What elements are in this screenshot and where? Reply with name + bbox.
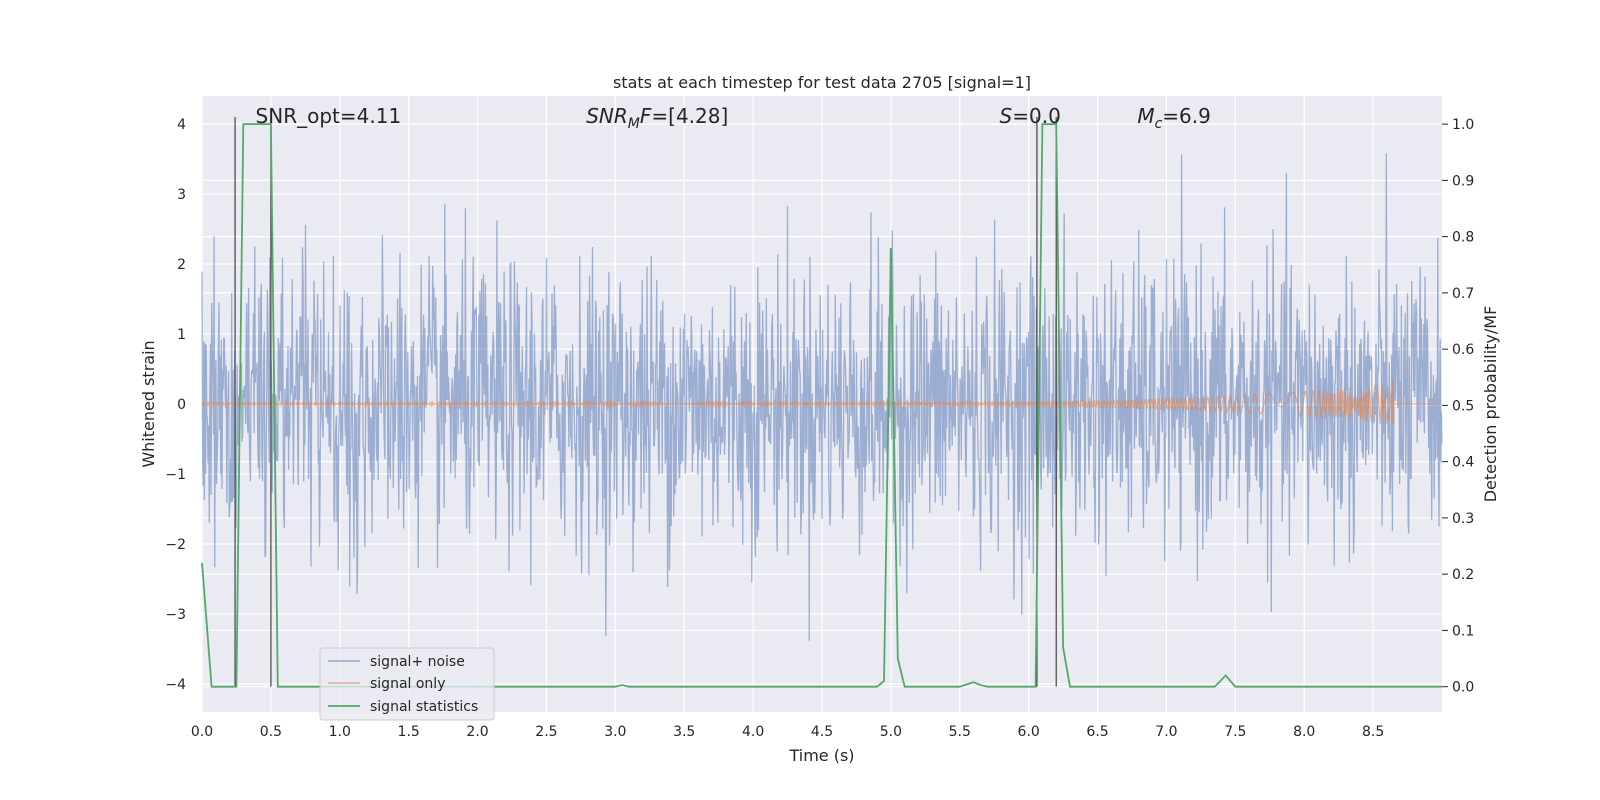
y-axis-label-right: Detection probability/MF xyxy=(1481,306,1500,503)
x-tick-label: 5.5 xyxy=(949,724,971,740)
series-signal-statistics xyxy=(201,123,1442,688)
x-tick-label: 3.5 xyxy=(673,724,695,740)
legend-box xyxy=(319,647,495,721)
chart-title: stats at each timestep for test data 270… xyxy=(613,73,1031,92)
x-tick-label: 3.0 xyxy=(604,724,626,740)
y-right-tick-label: 0.5 xyxy=(1452,398,1474,414)
x-tick-label: 2.0 xyxy=(466,724,488,740)
legend: signal+ noise signal only signal statist… xyxy=(319,647,495,721)
y-tick-label: −1 xyxy=(165,467,186,483)
x-axis-label: Time (s) xyxy=(788,746,854,765)
x-tick-label: 6.5 xyxy=(1086,724,1108,740)
annotations: SNR_opt=4.11 SNRMF=[4.28] S=0.0 Mc=6.9 xyxy=(256,104,1211,132)
x-tick-label: 1.5 xyxy=(398,724,420,740)
x-tick-label: 6.0 xyxy=(1018,724,1040,740)
x-tick-label: 5.0 xyxy=(880,724,902,740)
x-tick-label: 2.5 xyxy=(535,724,557,740)
y-right-tick-label: 0.6 xyxy=(1452,342,1474,358)
legend-label-signal-plus-noise: signal+ noise xyxy=(370,654,465,670)
y-tick-label: −4 xyxy=(165,677,186,693)
series-signal-only xyxy=(201,378,1442,425)
y-right-tick-label: 0.7 xyxy=(1452,286,1474,302)
y-right-tick-label: 1.0 xyxy=(1452,117,1474,133)
x-tick-label: 7.5 xyxy=(1224,724,1246,740)
x-tick-label: 8.5 xyxy=(1362,724,1384,740)
signal-plus-noise-line xyxy=(201,153,1443,641)
y-right-tick-label: 0.3 xyxy=(1452,511,1474,527)
annotation-3: Mc=6.9 xyxy=(1137,104,1211,132)
y-right-tick-label: 0.0 xyxy=(1452,680,1474,696)
x-tick-label: 4.5 xyxy=(811,724,833,740)
y-right-tick-label: 0.9 xyxy=(1452,173,1474,189)
annotation-2: S=0.0 xyxy=(1000,104,1061,128)
y-right-tick-label: 0.8 xyxy=(1452,230,1474,246)
y-tick-label: 0 xyxy=(177,397,186,413)
y-tick-label: 1 xyxy=(177,327,186,343)
x-tick-label: 1.0 xyxy=(329,724,351,740)
y-tick-label: −2 xyxy=(165,537,186,553)
legend-label-signal-statistics: signal statistics xyxy=(370,699,478,715)
x-tick-label: 8.0 xyxy=(1293,724,1315,740)
signal-statistics-line xyxy=(201,123,1442,688)
y-right-tick-label: 0.1 xyxy=(1452,623,1474,639)
y-right-tick-label: 0.4 xyxy=(1452,455,1474,471)
legend-label-signal-only: signal only xyxy=(370,676,445,692)
x-tick-label: 7.0 xyxy=(1155,724,1177,740)
x-tick-label: 0.5 xyxy=(260,724,282,740)
y-right-tick-label: 0.2 xyxy=(1452,567,1474,583)
y-tick-label: 4 xyxy=(177,117,186,133)
annotation-0: SNR_opt=4.11 xyxy=(256,104,402,128)
signal-only-line xyxy=(201,378,1442,425)
annotation-1: SNRMF=[4.28] xyxy=(586,104,728,132)
y-tick-label: −3 xyxy=(165,607,186,623)
y-tick-label: 3 xyxy=(177,187,186,203)
tick-labels: 0.0 0.5 1.0 1.5 2.0 2.5 3.0 3.5 4.0 4.5 5.0 5.5 6.0 6… xyxy=(165,117,1474,740)
y-tick-label: 2 xyxy=(177,257,186,273)
x-tick-label: 0.0 xyxy=(191,724,213,740)
series-signal-plus-noise xyxy=(201,153,1443,641)
y-axis-label: Whitened strain xyxy=(139,340,158,467)
x-tick-label: 4.0 xyxy=(742,724,764,740)
